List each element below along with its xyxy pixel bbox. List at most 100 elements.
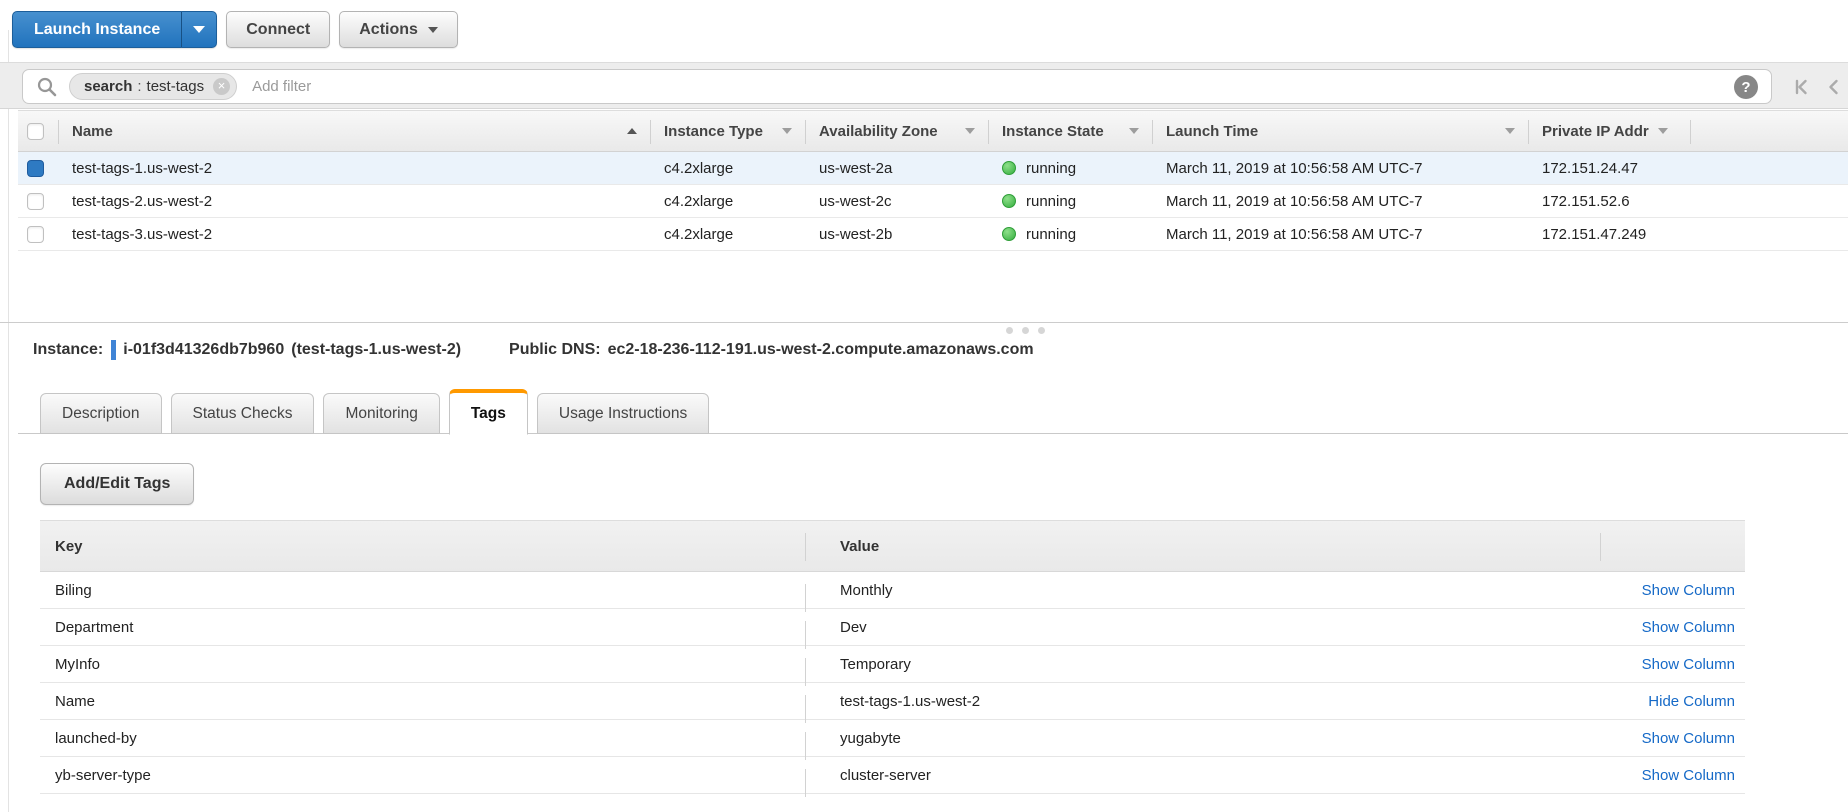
filter-chip[interactable]: search : test-tags ×: [69, 73, 238, 100]
select-all-checkbox[interactable]: [27, 122, 44, 140]
tag-key: Name: [55, 692, 96, 710]
pane-resize-handle[interactable]: [1006, 327, 1045, 334]
column-label: Name: [72, 122, 113, 140]
show-column-link[interactable]: Show Column: [1641, 581, 1735, 599]
column-header-name[interactable]: Name: [58, 111, 650, 151]
sort-icon: [1129, 128, 1139, 134]
remove-filter-icon[interactable]: ×: [213, 78, 231, 95]
tab-tags[interactable]: Tags: [448, 389, 528, 435]
availability-zone-cell: us-west-2a: [819, 159, 893, 177]
sort-icon: [965, 128, 975, 134]
sort-icon: [1657, 128, 1668, 134]
tag-row-myinfo: MyInfo Temporary Show Column: [40, 646, 1745, 686]
column-label: Private IP Addr: [1542, 122, 1649, 140]
toolbar: Launch Instance Connect Actions: [12, 11, 458, 48]
tab-monitoring[interactable]: Monitoring: [323, 393, 440, 434]
instance-type-cell: c4.2xlarge: [664, 159, 734, 177]
tab-status-checks[interactable]: Status Checks: [170, 393, 315, 434]
tab-usage-instructions[interactable]: Usage Instructions: [536, 393, 710, 434]
column-header-private-ip[interactable]: Private IP Addr: [1528, 111, 1690, 151]
private-ip-cell: 172.151.52.6: [1542, 192, 1630, 210]
first-page-icon[interactable]: [1790, 76, 1812, 98]
instance-row-1[interactable]: test-tags-1.us-west-2 c4.2xlarge us-west…: [18, 152, 1848, 185]
public-dns-label: Public DNS:: [509, 341, 601, 358]
instance-summary: Instance: i-01f3d41326db7b960 (test-tags…: [33, 340, 1034, 360]
show-column-link[interactable]: Show Column: [1641, 618, 1735, 636]
column-label: Availability Zone: [819, 122, 938, 140]
chevron-down-icon: [427, 26, 438, 33]
tag-key: MyInfo: [55, 655, 101, 673]
row-checkbox[interactable]: [27, 159, 44, 177]
tab-description[interactable]: Description: [40, 393, 162, 434]
value-column-header: Value: [805, 521, 1600, 571]
instance-row-2[interactable]: test-tags-2.us-west-2 c4.2xlarge us-west…: [18, 185, 1848, 218]
extra-cell: [1690, 185, 1848, 217]
tab-label: Usage Instructions: [558, 404, 688, 422]
sort-asc-icon: [627, 128, 637, 134]
actions-label: Actions: [359, 20, 418, 38]
left-pane-edge: [8, 30, 9, 812]
show-column-link[interactable]: Show Column: [1641, 729, 1735, 747]
sort-icon: [1505, 128, 1515, 134]
column-header-instance-type[interactable]: Instance Type: [650, 111, 805, 151]
show-column-link[interactable]: Show Column: [1641, 655, 1735, 673]
instance-type-cell: c4.2xlarge: [664, 192, 734, 210]
tab-label: Status Checks: [192, 404, 293, 422]
state-label: running: [1026, 159, 1077, 177]
instance-state-cell: running: [988, 185, 1152, 217]
name-cell: test-tags-3.us-west-2: [72, 225, 213, 243]
instances-table-header: Name Instance Type Availability Zone Ins…: [18, 110, 1848, 152]
detail-tabs: Description Status Checks Monitoring Tag…: [40, 388, 710, 435]
select-all-checkbox-cell: [18, 111, 58, 151]
launch-instance-label: Launch Instance: [34, 20, 161, 38]
search-icon: [37, 77, 57, 96]
row-checkbox[interactable]: [27, 225, 44, 243]
tag-row-biling: Biling Monthly Show Column: [40, 572, 1745, 612]
chevron-down-icon: [193, 26, 206, 33]
tags-table: Key Value Biling Monthly Show Column Dep…: [40, 520, 1745, 797]
tabs-underline: [18, 433, 1848, 434]
tag-action-cell: Show Column: [1600, 757, 1745, 793]
show-column-link[interactable]: Show Column: [1641, 766, 1735, 784]
previous-page-icon[interactable]: [1822, 76, 1844, 98]
launch-time-cell: March 11, 2019 at 10:56:58 AM UTC-7: [1166, 225, 1423, 243]
sort-icon: [782, 128, 792, 134]
state-label: running: [1026, 225, 1077, 243]
tag-value: yugabyte: [805, 720, 1600, 760]
filter-chip-value: test-tags: [146, 78, 205, 95]
connect-button[interactable]: Connect: [226, 11, 331, 48]
row-checkbox[interactable]: [27, 192, 44, 210]
search-input[interactable]: search : test-tags × Add filter ?: [22, 69, 1772, 104]
launch-instance-dropdown[interactable]: [181, 11, 218, 48]
actions-button[interactable]: Actions: [339, 11, 458, 48]
launch-instance-split-button: Launch Instance: [12, 11, 218, 48]
column-header-availability-zone[interactable]: Availability Zone: [805, 111, 988, 151]
state-label: running: [1026, 192, 1077, 210]
add-edit-tags-button[interactable]: Add/Edit Tags: [40, 463, 195, 505]
checkbox-cell: [18, 152, 58, 184]
hide-column-link[interactable]: Hide Column: [1648, 692, 1735, 710]
tag-action-cell: Show Column: [1600, 720, 1745, 756]
tag-action-cell: Show Column: [1600, 609, 1745, 645]
availability-zone-cell: us-west-2c: [819, 192, 892, 210]
tag-row-yb-server-type: yb-server-type cluster-server Show Colum…: [40, 757, 1745, 797]
extra-cell: [1690, 152, 1848, 184]
name-cell: test-tags-2.us-west-2: [72, 192, 213, 210]
column-label: Instance State: [1002, 122, 1104, 140]
tag-row-name: Name test-tags-1.us-west-2 Hide Column: [40, 683, 1745, 723]
add-edit-tags-label: Add/Edit Tags: [64, 475, 171, 492]
instance-row-3[interactable]: test-tags-3.us-west-2 c4.2xlarge us-west…: [18, 218, 1848, 251]
tag-action-cell: Show Column: [1600, 572, 1745, 608]
filter-bar: search : test-tags × Add filter ?: [0, 62, 1848, 109]
launch-instance-button[interactable]: Launch Instance: [12, 11, 182, 48]
add-filter-placeholder: Add filter: [252, 78, 312, 95]
selection-bar-icon: [111, 340, 117, 360]
tab-label: Monitoring: [345, 404, 418, 422]
tab-label: Tags: [470, 404, 506, 422]
column-header-launch-time[interactable]: Launch Time: [1152, 111, 1528, 151]
tag-row-department: Department Dev Show Column: [40, 609, 1745, 649]
running-status-icon: [1002, 227, 1016, 241]
column-header-instance-state[interactable]: Instance State: [988, 111, 1152, 151]
help-icon[interactable]: ?: [1734, 75, 1758, 99]
